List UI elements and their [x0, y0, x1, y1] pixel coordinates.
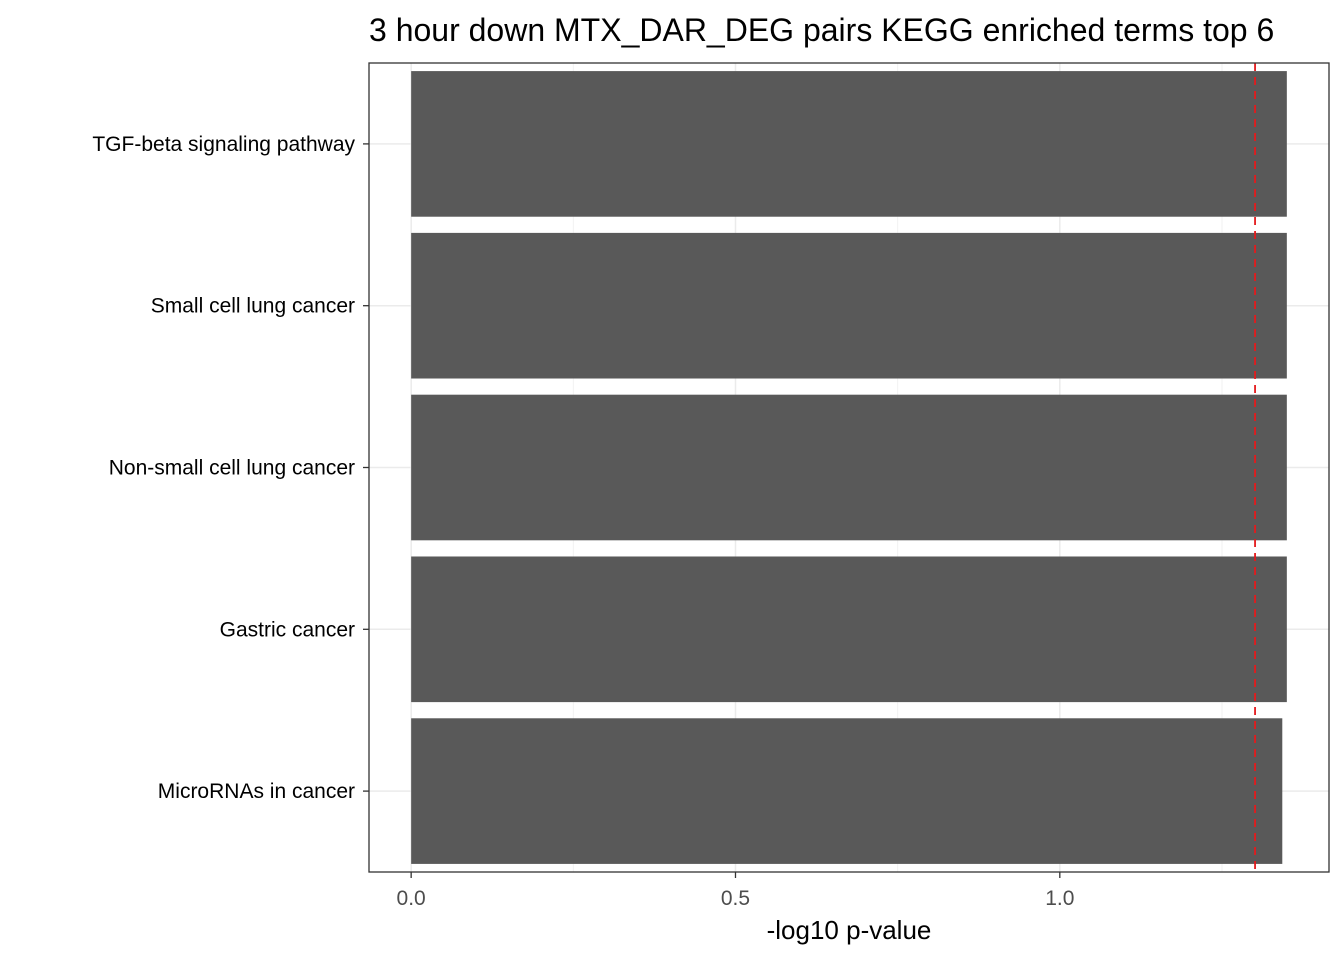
- bar: [411, 556, 1287, 703]
- chart-title: 3 hour down MTX_DAR_DEG pairs KEGG enric…: [369, 12, 1274, 48]
- bar: [411, 232, 1287, 379]
- category-label: Small cell lung cancer: [151, 295, 355, 318]
- x-tick-label: 0.5: [721, 887, 750, 910]
- x-axis-title: -log10 p-value: [767, 915, 932, 945]
- bar: [411, 71, 1287, 217]
- x-axis: 0.0 0.5 1.0: [397, 872, 1074, 910]
- x-tick-label: 1.0: [1045, 887, 1074, 910]
- bar: [411, 718, 1283, 864]
- category-label: TGF-beta signaling pathway: [92, 133, 355, 156]
- category-label: Gastric cancer: [220, 618, 355, 641]
- category-label: MicroRNAs in cancer: [158, 780, 355, 803]
- bar: [411, 394, 1287, 541]
- category-label: Non-small cell lung cancer: [109, 457, 355, 480]
- x-tick-label: 0.0: [397, 887, 426, 910]
- y-axis: TGF-beta signaling pathway Small cell lun…: [92, 133, 369, 803]
- bar-layer: [411, 71, 1287, 864]
